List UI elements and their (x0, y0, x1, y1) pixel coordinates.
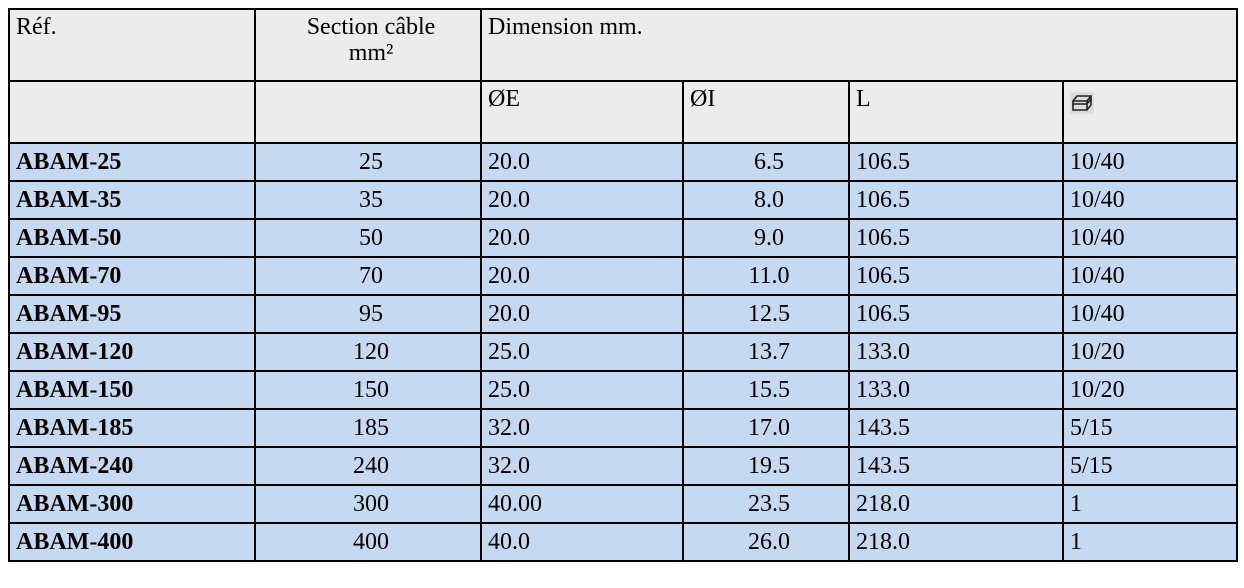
cell-ref: ABAM-300 (8, 484, 256, 524)
table-row: ABAM-150 150 25.0 15.5 133.0 10/20 (8, 370, 1239, 410)
header-empty (254, 80, 482, 144)
cell-diameter-i: 26.0 (682, 522, 850, 562)
table-row: ABAM-25 25 20.0 6.5 106.5 10/40 (8, 142, 1239, 182)
cell-diameter-e: 32.0 (480, 408, 684, 448)
cell-length: 133.0 (848, 370, 1064, 410)
cell-section: 70 (254, 256, 482, 296)
cell-diameter-i: 8.0 (682, 180, 850, 220)
cell-length: 106.5 (848, 218, 1064, 258)
cell-diameter-e: 25.0 (480, 370, 684, 410)
cell-diameter-e: 20.0 (480, 256, 684, 296)
cell-diameter-i: 17.0 (682, 408, 850, 448)
cell-diameter-i: 13.7 (682, 332, 850, 372)
cell-length: 218.0 (848, 484, 1064, 524)
cell-packaging: 10/40 (1061, 294, 1239, 334)
cell-diameter-e: 20.0 (480, 294, 684, 334)
cell-diameter-e: 40.0 (480, 522, 684, 562)
cell-section: 25 (254, 142, 482, 182)
header-col-packaging (1061, 80, 1239, 144)
cell-diameter-e: 20.0 (480, 142, 684, 182)
cell-section: 120 (254, 332, 482, 372)
header-col-e: ØE (480, 80, 684, 144)
cell-section: 150 (254, 370, 482, 410)
cell-ref: ABAM-240 (8, 446, 256, 486)
header-ref: Réf. (8, 8, 256, 82)
package-box-icon (1070, 92, 1094, 115)
header-row-top: Réf. Section câble mm² Dimension mm. (8, 8, 1239, 82)
cell-length: 106.5 (848, 256, 1064, 296)
header-col-i: ØI (682, 80, 850, 144)
cell-diameter-e: 20.0 (480, 180, 684, 220)
table-row: ABAM-400 400 40.0 26.0 218.0 1 (8, 522, 1239, 562)
cell-length: 106.5 (848, 142, 1064, 182)
cell-packaging: 10/40 (1061, 218, 1239, 258)
cell-ref: ABAM-35 (8, 180, 256, 220)
header-section-line1: Section câble (306, 14, 436, 40)
table-row: ABAM-70 70 20.0 11.0 106.5 10/40 (8, 256, 1239, 296)
cell-ref: ABAM-120 (8, 332, 256, 372)
cell-packaging: 10/40 (1061, 180, 1239, 220)
cell-section: 185 (254, 408, 482, 448)
table-row: ABAM-50 50 20.0 9.0 106.5 10/40 (8, 218, 1239, 258)
cell-length: 106.5 (848, 180, 1064, 220)
header-section-line2: mm² (348, 40, 394, 66)
cell-diameter-e: 40.00 (480, 484, 684, 524)
cell-packaging: 10/40 (1061, 142, 1239, 182)
cell-section: 400 (254, 522, 482, 562)
cell-length: 143.5 (848, 408, 1064, 448)
table-row: ABAM-240 240 32.0 19.5 143.5 5/15 (8, 446, 1239, 486)
cell-ref: ABAM-25 (8, 142, 256, 182)
cell-length: 106.5 (848, 294, 1064, 334)
cell-packaging: 10/20 (1061, 332, 1239, 372)
cell-diameter-i: 15.5 (682, 370, 850, 410)
cell-diameter-i: 9.0 (682, 218, 850, 258)
cell-ref: ABAM-50 (8, 218, 256, 258)
cell-length: 218.0 (848, 522, 1064, 562)
header-section: Section câble mm² (254, 8, 482, 82)
cell-ref: ABAM-70 (8, 256, 256, 296)
table-row: ABAM-120 120 25.0 13.7 133.0 10/20 (8, 332, 1239, 372)
cell-ref: ABAM-150 (8, 370, 256, 410)
table-row: ABAM-95 95 20.0 12.5 106.5 10/40 (8, 294, 1239, 334)
cell-diameter-e: 20.0 (480, 218, 684, 258)
header-empty (8, 80, 256, 144)
header-dimension: Dimension mm. (479, 8, 1239, 82)
table-row: ABAM-300 300 40.00 23.5 218.0 1 (8, 484, 1239, 524)
table-body: Réf. Section câble mm² Dimension mm. ØE … (8, 8, 1239, 562)
cell-section: 300 (254, 484, 482, 524)
cell-diameter-i: 23.5 (682, 484, 850, 524)
cell-section: 50 (254, 218, 482, 258)
header-col-l: L (848, 80, 1064, 144)
lug-dimension-table: Réf. Section câble mm² Dimension mm. ØE … (8, 8, 1239, 562)
table-row: ABAM-185 185 32.0 17.0 143.5 5/15 (8, 408, 1239, 448)
cell-packaging: 1 (1061, 484, 1239, 524)
cell-section: 35 (254, 180, 482, 220)
cell-diameter-i: 6.5 (682, 142, 850, 182)
cell-packaging: 5/15 (1061, 408, 1239, 448)
cell-diameter-i: 19.5 (682, 446, 850, 486)
cell-section: 240 (254, 446, 482, 486)
cell-diameter-i: 12.5 (682, 294, 850, 334)
cell-ref: ABAM-400 (8, 522, 256, 562)
cell-diameter-e: 32.0 (480, 446, 684, 486)
cell-diameter-i: 11.0 (682, 256, 850, 296)
cell-packaging: 10/20 (1061, 370, 1239, 410)
package-box-icon-svg (1072, 95, 1092, 112)
cell-packaging: 10/40 (1061, 256, 1239, 296)
cell-packaging: 1 (1061, 522, 1239, 562)
cell-length: 133.0 (848, 332, 1064, 372)
cell-ref: ABAM-185 (8, 408, 256, 448)
cell-length: 143.5 (848, 446, 1064, 486)
cell-packaging: 5/15 (1061, 446, 1239, 486)
cell-section: 95 (254, 294, 482, 334)
header-row-sub: ØE ØI L (8, 80, 1239, 144)
cell-ref: ABAM-95 (8, 294, 256, 334)
table-row: ABAM-35 35 20.0 8.0 106.5 10/40 (8, 180, 1239, 220)
cell-diameter-e: 25.0 (480, 332, 684, 372)
